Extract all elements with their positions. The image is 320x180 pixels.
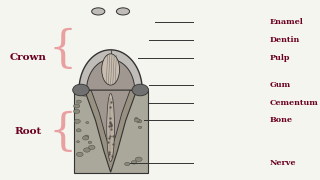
Ellipse shape	[107, 94, 115, 161]
Text: Root: Root	[14, 127, 42, 136]
Circle shape	[83, 136, 89, 140]
Circle shape	[135, 118, 138, 120]
Text: Nerve: Nerve	[270, 159, 297, 167]
Circle shape	[74, 109, 80, 113]
Text: Pulp: Pulp	[270, 54, 291, 62]
Circle shape	[84, 148, 90, 152]
Circle shape	[85, 135, 89, 138]
Polygon shape	[79, 50, 142, 90]
Ellipse shape	[116, 8, 130, 15]
Text: Enamel: Enamel	[270, 18, 304, 26]
Text: Bone: Bone	[270, 116, 293, 124]
Ellipse shape	[132, 84, 148, 96]
Circle shape	[82, 93, 88, 96]
Circle shape	[74, 119, 80, 123]
Circle shape	[134, 119, 140, 122]
Circle shape	[137, 120, 142, 123]
Circle shape	[131, 161, 137, 164]
Text: Cementum: Cementum	[270, 98, 319, 107]
Circle shape	[138, 126, 142, 129]
Text: Crown: Crown	[10, 53, 47, 62]
Polygon shape	[84, 90, 137, 172]
Circle shape	[76, 152, 83, 157]
Text: Dentin: Dentin	[270, 36, 300, 44]
Circle shape	[88, 141, 92, 144]
Circle shape	[125, 162, 130, 166]
Ellipse shape	[102, 54, 120, 85]
Polygon shape	[91, 90, 130, 152]
Polygon shape	[87, 59, 135, 90]
Circle shape	[86, 122, 89, 123]
Circle shape	[88, 145, 95, 150]
Text: Gum: Gum	[270, 81, 291, 89]
Circle shape	[76, 100, 81, 103]
Text: {: {	[48, 111, 77, 154]
Ellipse shape	[73, 84, 89, 96]
FancyBboxPatch shape	[74, 90, 148, 173]
Circle shape	[135, 157, 142, 161]
Text: {: {	[48, 27, 77, 71]
Circle shape	[76, 141, 79, 143]
Ellipse shape	[92, 8, 105, 15]
Circle shape	[76, 129, 81, 132]
Circle shape	[74, 104, 80, 108]
